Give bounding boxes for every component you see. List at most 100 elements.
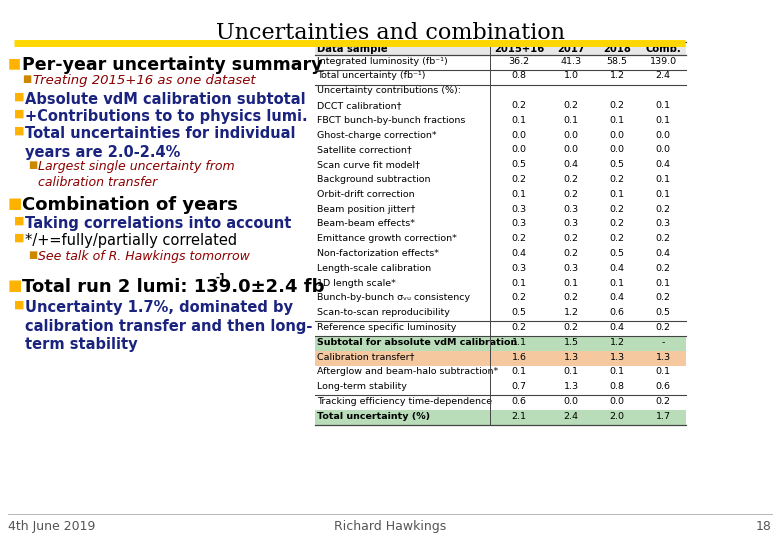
Text: 0.0: 0.0: [655, 145, 671, 154]
Text: 0.1: 0.1: [655, 190, 671, 199]
Text: 0.2: 0.2: [512, 175, 526, 184]
Text: Total uncertainty (fb⁻¹): Total uncertainty (fb⁻¹): [317, 71, 426, 80]
Text: 0.8: 0.8: [512, 71, 526, 80]
Text: ■: ■: [14, 233, 24, 243]
Text: 0.7: 0.7: [512, 382, 526, 391]
Text: 0.1: 0.1: [609, 190, 625, 199]
Text: 4th June 2019: 4th June 2019: [8, 520, 95, 533]
Text: 0.2: 0.2: [655, 234, 671, 243]
Text: 1.0: 1.0: [563, 71, 579, 80]
Text: 0.2: 0.2: [609, 175, 625, 184]
Text: Subtotal for absolute vdM calibration: Subtotal for absolute vdM calibration: [317, 338, 517, 347]
Text: 1.2: 1.2: [609, 71, 625, 80]
Text: +Contributions to to physics lumi.: +Contributions to to physics lumi.: [25, 109, 307, 124]
Text: 0.1: 0.1: [563, 116, 579, 125]
Text: 0.2: 0.2: [563, 234, 579, 243]
Text: ■: ■: [8, 278, 23, 293]
Text: -1: -1: [215, 273, 225, 283]
Text: 139.0: 139.0: [650, 57, 676, 65]
Bar: [315, 336, 686, 351]
Text: 0.1: 0.1: [655, 116, 671, 125]
Text: 0.1: 0.1: [512, 116, 526, 125]
Text: 2018: 2018: [603, 44, 631, 54]
Text: ■: ■: [14, 216, 24, 226]
Text: Calibration transfer†: Calibration transfer†: [317, 353, 414, 361]
Text: Scan-to-scan reproducibility: Scan-to-scan reproducibility: [317, 308, 450, 317]
Text: Background subtraction: Background subtraction: [317, 175, 431, 184]
Text: Length-scale calibration: Length-scale calibration: [317, 264, 431, 273]
Text: 2015+16: 2015+16: [494, 44, 544, 54]
Text: 0.0: 0.0: [655, 131, 671, 139]
Text: 1.1: 1.1: [512, 338, 526, 347]
Text: Per-year uncertainty summary: Per-year uncertainty summary: [22, 56, 322, 74]
Text: Non-factorization effects*: Non-factorization effects*: [317, 249, 439, 258]
Bar: [315, 351, 686, 366]
Text: 0.1: 0.1: [655, 175, 671, 184]
Text: 1.3: 1.3: [655, 353, 671, 361]
Text: Orbit-drift correction: Orbit-drift correction: [317, 190, 415, 199]
Text: 0.8: 0.8: [609, 382, 625, 391]
Text: 0.1: 0.1: [655, 101, 671, 110]
Text: Satellite correction†: Satellite correction†: [317, 145, 412, 154]
Text: ■: ■: [14, 300, 24, 310]
Text: 1D length scale*: 1D length scale*: [317, 279, 396, 287]
Text: 0.2: 0.2: [655, 323, 671, 332]
Text: 0.1: 0.1: [609, 279, 625, 287]
Text: 1.3: 1.3: [563, 353, 579, 361]
Text: 0.2: 0.2: [655, 264, 671, 273]
Text: 36.2: 36.2: [509, 57, 530, 65]
Text: 0.1: 0.1: [655, 367, 671, 376]
Text: 0.3: 0.3: [655, 219, 671, 228]
Text: 0.2: 0.2: [563, 101, 579, 110]
Text: 0.2: 0.2: [563, 175, 579, 184]
Text: Comb.: Comb.: [645, 44, 681, 54]
Text: 0.2: 0.2: [563, 293, 579, 302]
Text: 1.2: 1.2: [609, 338, 625, 347]
Text: 0.2: 0.2: [512, 323, 526, 332]
Text: 0.0: 0.0: [609, 145, 625, 154]
Text: 2.4: 2.4: [563, 411, 579, 421]
Text: 0.2: 0.2: [655, 397, 671, 406]
Text: 1.5: 1.5: [563, 338, 579, 347]
Text: 0.3: 0.3: [512, 264, 526, 273]
Text: ■: ■: [14, 126, 24, 136]
Text: 0.3: 0.3: [512, 205, 526, 213]
Text: 0.5: 0.5: [512, 160, 526, 169]
Text: 0.2: 0.2: [563, 323, 579, 332]
Text: 0.2: 0.2: [609, 234, 625, 243]
Text: 0.2: 0.2: [512, 234, 526, 243]
Text: 0.3: 0.3: [563, 205, 579, 213]
Text: 0.4: 0.4: [563, 160, 579, 169]
Text: 0.1: 0.1: [609, 367, 625, 376]
Text: 0.3: 0.3: [563, 264, 579, 273]
Text: 2.4: 2.4: [655, 71, 671, 80]
Text: 0.6: 0.6: [655, 382, 671, 391]
Text: 0.0: 0.0: [512, 131, 526, 139]
Text: Data sample: Data sample: [317, 44, 388, 54]
Text: 0.6: 0.6: [512, 397, 526, 406]
Text: 2017: 2017: [557, 44, 585, 54]
Text: ■: ■: [14, 92, 24, 102]
Text: 0.3: 0.3: [563, 219, 579, 228]
Text: Largest single uncertainty from
calibration transfer: Largest single uncertainty from calibrat…: [38, 160, 235, 189]
Text: 2.0: 2.0: [609, 411, 625, 421]
Text: Absolute vdM calibration subtotal: Absolute vdM calibration subtotal: [25, 92, 306, 107]
Text: 0.1: 0.1: [609, 116, 625, 125]
Text: 0.4: 0.4: [609, 323, 625, 332]
Text: Treating 2015+16 as one dataset: Treating 2015+16 as one dataset: [33, 74, 256, 87]
Text: Richard Hawkings: Richard Hawkings: [334, 520, 446, 533]
Text: 41.3: 41.3: [561, 57, 582, 65]
Text: Uncertainty 1.7%, dominated by
calibration transfer and then long-
term stabilit: Uncertainty 1.7%, dominated by calibrati…: [25, 300, 312, 352]
Text: 0.0: 0.0: [563, 145, 579, 154]
Text: 0.2: 0.2: [655, 205, 671, 213]
Text: 0.2: 0.2: [563, 249, 579, 258]
Text: See talk of R. Hawkings tomorrow: See talk of R. Hawkings tomorrow: [38, 250, 250, 263]
Text: Ghost-charge correction*: Ghost-charge correction*: [317, 131, 437, 139]
Text: Beam-beam effects*: Beam-beam effects*: [317, 219, 415, 228]
Text: Afterglow and beam-halo subtraction*: Afterglow and beam-halo subtraction*: [317, 367, 498, 376]
Text: 0.3: 0.3: [512, 219, 526, 228]
Text: 0.1: 0.1: [512, 279, 526, 287]
Bar: [315, 410, 686, 425]
Text: 1.2: 1.2: [563, 308, 579, 317]
Text: Total uncertainty (%): Total uncertainty (%): [317, 411, 430, 421]
